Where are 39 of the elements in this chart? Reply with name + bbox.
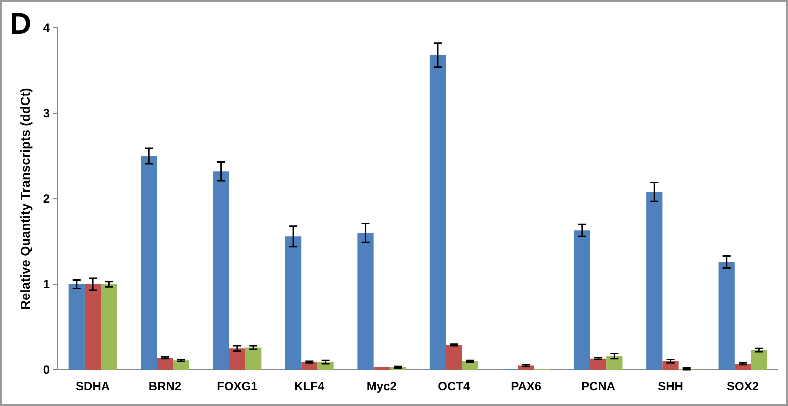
- chart-title: D: [10, 8, 32, 41]
- bar: [462, 361, 478, 370]
- bar: [646, 192, 663, 370]
- bar: [84, 284, 102, 370]
- y-tick-label: 2: [43, 192, 50, 206]
- bar: [751, 350, 768, 370]
- x-tick-label: PCNA: [582, 380, 616, 394]
- bar: [285, 236, 302, 370]
- bar: [157, 358, 174, 370]
- bar: [662, 361, 679, 370]
- bar: [446, 345, 462, 370]
- bar: [374, 367, 390, 370]
- x-tick-label: BRN2: [148, 380, 182, 394]
- bar: [246, 348, 262, 370]
- y-tick-label: 0: [43, 362, 50, 377]
- bar: [590, 358, 607, 370]
- y-tick-label: 1: [43, 277, 50, 292]
- bar: [574, 230, 590, 370]
- bar: [718, 262, 735, 370]
- bar: [68, 284, 85, 370]
- y-tick-label: 4: [43, 20, 50, 35]
- x-tick-label: FOXG1: [217, 380, 258, 394]
- bar: [213, 172, 230, 370]
- x-tick-label: PAX6: [511, 380, 542, 394]
- bar: [606, 356, 623, 370]
- bar: [229, 348, 246, 370]
- x-tick-label: SOX2: [726, 380, 760, 394]
- y-tick-label: 3: [43, 106, 50, 120]
- bar: [430, 55, 446, 370]
- bar: [101, 284, 118, 370]
- bar: [173, 360, 190, 370]
- x-tick-label: SDHA: [76, 380, 110, 394]
- bar: [358, 233, 374, 370]
- x-tick-label: OCT4: [438, 380, 470, 394]
- x-tick-label: KLF4: [294, 380, 325, 394]
- x-tick-label: Myc2: [366, 380, 398, 394]
- x-tick-label: SHH: [658, 380, 684, 394]
- y-axis-title: Relative Quantity Transcripts (ddCt): [18, 88, 33, 310]
- bar: [141, 156, 158, 370]
